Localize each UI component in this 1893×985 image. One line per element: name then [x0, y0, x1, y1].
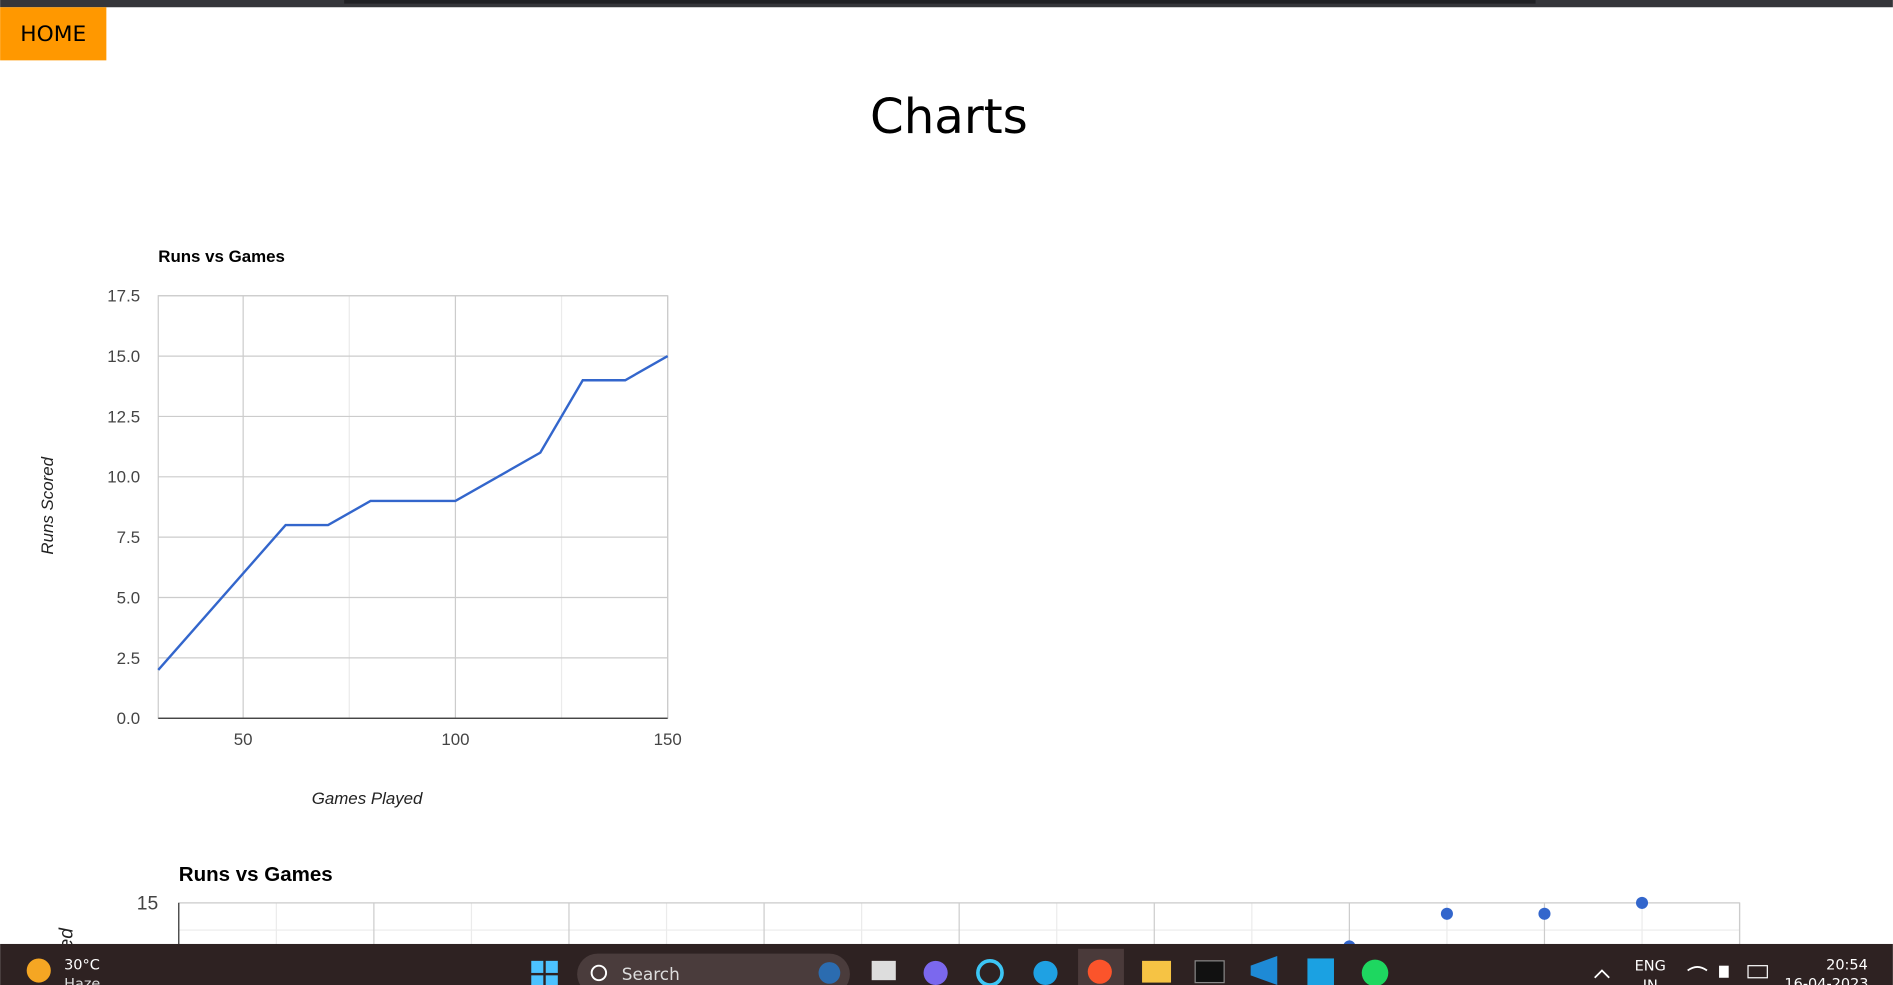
y-tick-label: 15: [137, 894, 158, 915]
brave-icon[interactable]: [1087, 959, 1112, 984]
top-bar-strip: [344, 0, 1536, 4]
plot-frame: [157, 295, 669, 719]
clock-time[interactable]: 20:54: [1826, 957, 1868, 973]
weather-icon[interactable]: [26, 958, 51, 983]
wifi-icon[interactable]: [1687, 965, 1708, 972]
y-tick-label: 17.5: [107, 287, 140, 306]
search-icon: [590, 964, 608, 982]
y-tick-label: 12.5: [107, 407, 140, 426]
task-view-icon[interactable]: [871, 960, 896, 981]
data-point: [1440, 907, 1453, 920]
home-button[interactable]: [0, 7, 107, 61]
taskbar: 30°C Haze Search ENG IN 20:54 16-04-2023: [0, 943, 1893, 985]
x-tick-label: 150: [654, 730, 682, 749]
page-heading: Charts: [870, 89, 1028, 145]
x-tick-label: 50: [234, 730, 253, 749]
start-tile: [531, 960, 544, 973]
tray-chevron[interactable]: [1594, 969, 1610, 979]
start-button[interactable]: [531, 960, 558, 985]
search-box[interactable]: [577, 953, 850, 985]
y-tick-label: 7.5: [117, 528, 140, 547]
temperature: 30°C: [64, 957, 100, 973]
app-icon[interactable]: [1307, 958, 1334, 985]
edge-icon[interactable]: [1033, 960, 1058, 985]
search-label: Search: [622, 964, 680, 984]
battery-icon[interactable]: [1747, 965, 1768, 979]
chart-title: Runs vs Games: [158, 247, 285, 266]
taskbar-bg: [0, 943, 1893, 985]
volume-icon[interactable]: [1719, 965, 1729, 978]
start-tile: [545, 975, 558, 985]
cortana-icon[interactable]: [976, 959, 1004, 985]
spotify-icon[interactable]: [1361, 959, 1389, 985]
y-axis-title: Runs Scored: [38, 456, 57, 554]
explorer-icon[interactable]: [1142, 960, 1172, 983]
chart-title: Runs vs Games: [179, 863, 333, 886]
data-point: [1538, 907, 1551, 920]
y-tick-label: 0.0: [117, 709, 140, 728]
home-label[interactable]: HOME: [20, 22, 86, 47]
start-tile: [531, 975, 544, 985]
teams-icon[interactable]: [923, 960, 948, 985]
region[interactable]: IN: [1643, 978, 1658, 985]
charts: Runs vs Games 0.0 2.5 5.0 7.5 10.0 12.5 15.0 17.…: [38, 247, 1741, 985]
terminal-icon[interactable]: [1194, 960, 1225, 984]
data-line: [157, 355, 669, 671]
y-tick-label: 5.0: [117, 588, 140, 607]
x-axis-title: Games Played: [312, 789, 423, 808]
vscode-icon[interactable]: [1250, 956, 1278, 985]
x-tick-label: 100: [441, 730, 469, 749]
start-tile: [545, 960, 558, 973]
bing-icon[interactable]: [818, 962, 841, 984]
y-tick-label: 10.0: [107, 468, 140, 487]
clock-date[interactable]: 16-04-2023: [1784, 977, 1868, 985]
weather: Haze: [64, 977, 100, 985]
y-tick-label: 2.5: [117, 649, 140, 668]
y-tick-label: 15.0: [107, 347, 140, 366]
data-point: [1635, 896, 1649, 909]
language[interactable]: ENG: [1635, 959, 1666, 975]
